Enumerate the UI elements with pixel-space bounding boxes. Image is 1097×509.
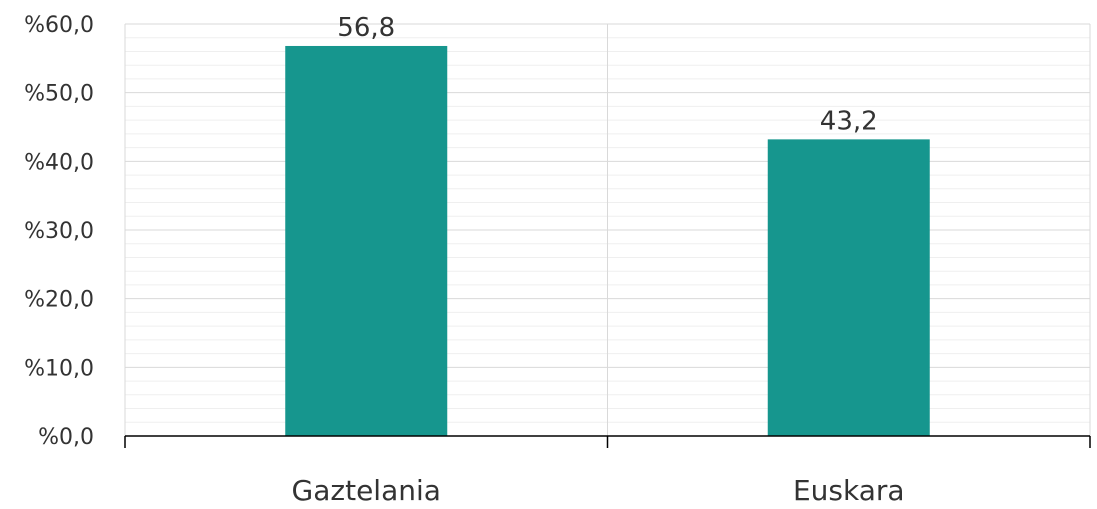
y-tick-label: %60,0 xyxy=(24,13,94,38)
data-label-gaztelania: 56,8 xyxy=(337,13,395,43)
bar-layer xyxy=(285,45,930,437)
y-tick-label: %50,0 xyxy=(24,82,94,107)
y-tick-label: %10,0 xyxy=(24,356,94,381)
axis-layer xyxy=(124,435,1091,448)
y-tick-label: %40,0 xyxy=(24,150,94,175)
label-layer: 56,8 Gaztelania 43,2 Euskara %0,0 %10,0 %20,0%… xyxy=(24,13,905,507)
x-tick-label-euskara: Euskara xyxy=(793,474,905,504)
grid-layer xyxy=(124,23,1091,436)
bar-euskara xyxy=(767,139,930,437)
y-tick-label: %30,0 xyxy=(24,219,94,244)
y-tick-label: %0,0 xyxy=(38,425,94,450)
y-tick-label: %20,0 xyxy=(24,288,94,313)
x-tick-label-gaztelania: Gaztelania xyxy=(292,474,441,504)
bar-gaztelania xyxy=(285,45,448,437)
data-label-euskara: 43,2 xyxy=(820,106,878,136)
